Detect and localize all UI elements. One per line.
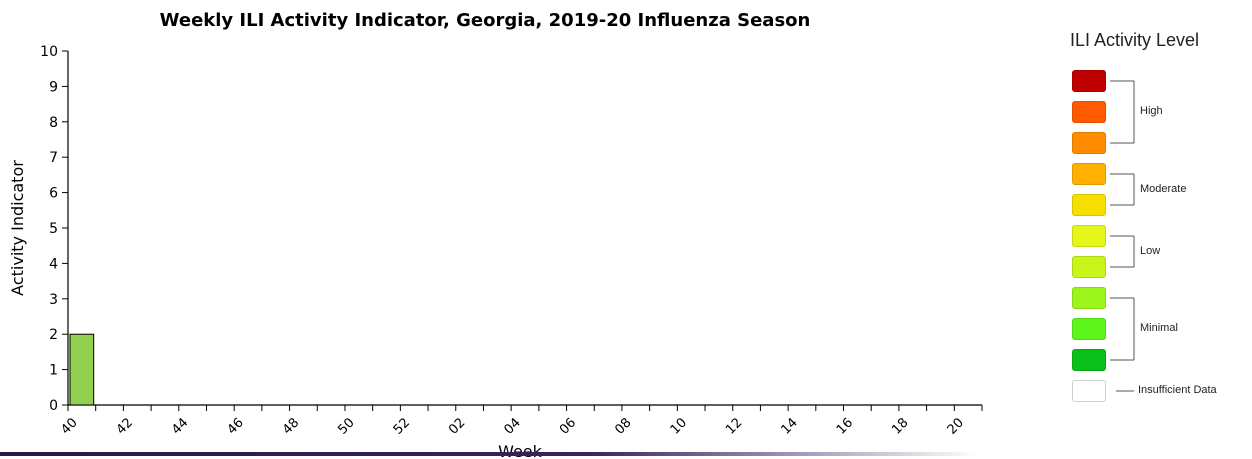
legend-level-low: Low [1140, 244, 1161, 257]
x-tick-label: 14 [778, 415, 800, 437]
x-tick-label: 40 [58, 415, 80, 437]
x-tick-label: 10 [668, 415, 690, 437]
legend-swatch [1072, 380, 1106, 402]
x-axis-label: Week [498, 442, 543, 459]
x-tick-label: 18 [889, 415, 911, 437]
legend-title: ILI Activity Level [1070, 30, 1200, 50]
x-tick-label: 46 [225, 415, 247, 437]
legend-level-high: High [1140, 105, 1163, 117]
bar-week-40 [69, 333, 95, 406]
legend-swatch [1072, 349, 1106, 371]
y-axis-label: Activity Indicator [8, 160, 27, 296]
x-tick-label: 04 [502, 415, 524, 437]
legend-swatch [1072, 70, 1106, 92]
legend-swatch [1072, 287, 1106, 309]
legend-brackets [1110, 80, 1135, 392]
legend-swatch [1072, 163, 1106, 185]
legend-swatch [1072, 101, 1106, 123]
chart-title: Weekly ILI Activity Indicator, Georgia, … [160, 10, 811, 31]
y-tick-label: 9 [49, 79, 58, 95]
y-tick-label: 8 [49, 115, 58, 131]
y-tick-label: 10 [40, 44, 58, 60]
y-tick-label: 2 [49, 327, 58, 343]
ili-chart: Weekly ILI Activity Indicator, Georgia, … [8, 10, 983, 459]
y-tick-label: 4 [49, 256, 58, 272]
y-tick-label: 6 [49, 186, 58, 202]
legend-swatch [1072, 194, 1106, 216]
legend-level-insufficient-data: Insufficient Data [1138, 384, 1217, 396]
x-tick-label: 50 [335, 415, 357, 437]
x-tick-label: 44 [169, 415, 191, 437]
x-tick-label: 52 [391, 415, 413, 437]
x-tick-label: 12 [723, 415, 745, 437]
x-tick-label: 02 [446, 415, 468, 437]
y-tick-label: 3 [49, 292, 58, 308]
x-tick-label: 16 [834, 415, 856, 437]
legend-level-minimal: Minimal [1140, 322, 1178, 334]
x-tick-label: 48 [280, 415, 302, 437]
legend-swatch [1072, 256, 1106, 278]
legend-swatch [1072, 318, 1106, 340]
x-tick-label: 08 [612, 415, 634, 437]
legend-swatch [1072, 225, 1106, 247]
activity-level-legend: ILI Activity Level High Moderate Low Minima… [1060, 30, 1250, 410]
y-tick-label: 1 [49, 363, 58, 379]
legend-level-moderate: Moderate [1140, 182, 1187, 195]
x-tick-label: 06 [557, 415, 579, 437]
y-tick-label: 5 [49, 221, 58, 237]
page-bottom-rule [0, 452, 980, 456]
y-tick-label: 0 [49, 398, 58, 414]
y-tick-label: 7 [49, 150, 58, 166]
legend-swatch [1072, 132, 1106, 154]
x-tick-label: 20 [945, 415, 967, 437]
x-tick-label: 42 [114, 415, 136, 437]
